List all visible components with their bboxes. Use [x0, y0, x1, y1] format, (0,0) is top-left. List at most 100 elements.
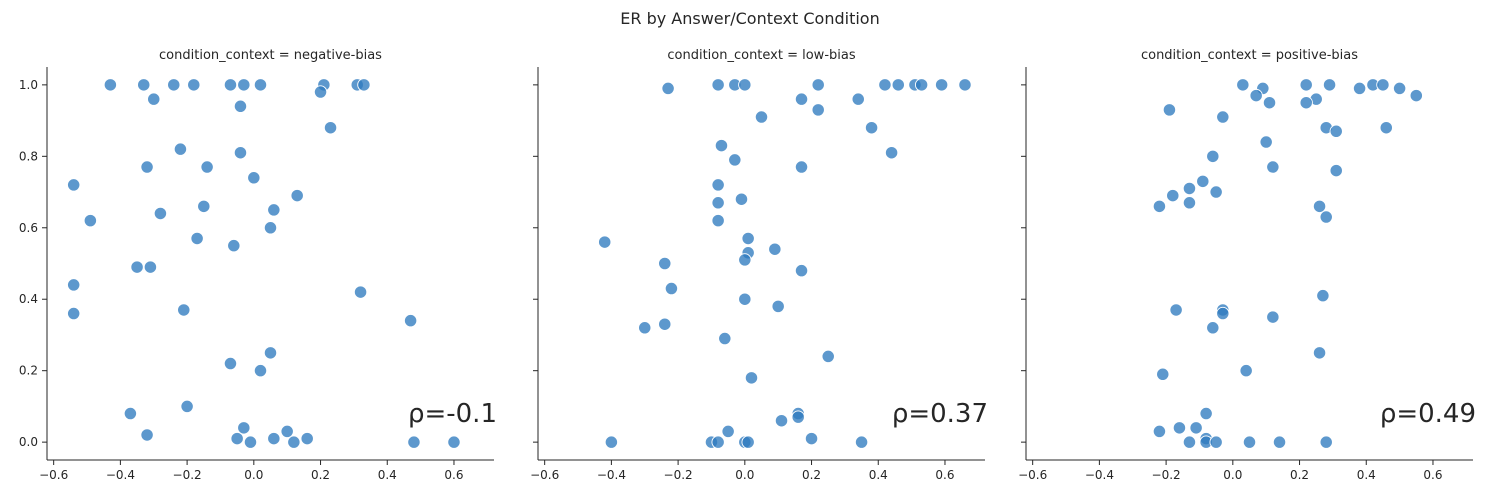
- data-point: [1236, 78, 1250, 92]
- data-point: [407, 435, 421, 449]
- panel-3: condition_context = positive-bias −0.6 −0.…: [1018, 48, 1476, 482]
- data-point: [821, 349, 835, 364]
- x-tick-label: 0.4: [1357, 468, 1376, 482]
- x-tick-label: 0.4: [869, 468, 888, 482]
- y-tick-label: 0.6: [19, 221, 38, 235]
- data-point: [67, 178, 81, 192]
- x-tick-label: −0.2: [1152, 468, 1181, 482]
- panel-title: condition_context = negative-bias: [159, 48, 382, 63]
- x-tick-label: 0.0: [1223, 468, 1242, 482]
- data-point: [1392, 81, 1407, 96]
- data-point: [774, 414, 789, 428]
- data-point: [711, 213, 725, 228]
- data-point: [1272, 435, 1287, 449]
- data-point: [243, 435, 258, 449]
- data-point: [1249, 88, 1263, 103]
- data-point: [1409, 88, 1423, 103]
- data-point: [180, 399, 194, 414]
- chart-title: ER by Answer/Context Condition: [620, 9, 879, 28]
- data-point: [711, 78, 725, 92]
- data-point: [1322, 78, 1337, 92]
- x-tick-label: 0.2: [1290, 468, 1309, 482]
- data-point: [1329, 163, 1343, 178]
- panel-title: condition_context = low-bias: [667, 48, 855, 63]
- data-point: [1329, 124, 1343, 138]
- data-point: [1319, 210, 1333, 224]
- data-point: [1299, 78, 1313, 92]
- y-tick-label: 0.4: [19, 292, 38, 306]
- data-point: [794, 160, 809, 174]
- data-point: [1152, 199, 1167, 213]
- x-tick-label: 0.2: [311, 468, 330, 482]
- data-point: [67, 278, 81, 292]
- data-point: [233, 99, 248, 113]
- data-point: [223, 78, 238, 92]
- data-point: [884, 146, 899, 160]
- data-point: [280, 424, 294, 439]
- y-tick-label: 0.2: [19, 364, 38, 378]
- data-point: [794, 92, 809, 106]
- data-point: [123, 406, 138, 421]
- data-point: [1182, 196, 1197, 210]
- data-point: [598, 235, 612, 249]
- data-point: [658, 317, 672, 331]
- data-point: [130, 260, 144, 274]
- data-point: [804, 431, 819, 446]
- data-point: [1166, 188, 1180, 203]
- data-point: [661, 81, 675, 96]
- data-point: [1312, 199, 1327, 213]
- data-point: [1216, 306, 1230, 321]
- data-point: [1172, 421, 1187, 435]
- data-point: [300, 431, 314, 446]
- data-point: [223, 356, 238, 371]
- data-point: [1262, 96, 1277, 110]
- data-point: [143, 260, 158, 274]
- data-point: [711, 196, 725, 210]
- data-point: [754, 110, 769, 124]
- correlation-annotation: ρ=-0.1: [408, 399, 497, 429]
- data-point: [253, 364, 268, 378]
- data-point: [714, 138, 729, 153]
- data-point: [263, 221, 278, 235]
- data-point: [287, 435, 301, 449]
- data-point: [197, 199, 211, 213]
- data-point: [768, 242, 782, 256]
- x-tick-label: −0.4: [106, 468, 135, 482]
- data-point: [711, 178, 725, 192]
- x-tick-label: −0.4: [597, 468, 626, 482]
- data-point: [1206, 321, 1220, 335]
- x-tick-label: −0.6: [530, 468, 559, 482]
- data-point: [1352, 81, 1367, 96]
- data-point: [1266, 160, 1280, 174]
- panel-title: condition_context = positive-bias: [1141, 48, 1358, 63]
- data-point: [1242, 435, 1257, 449]
- data-point: [1379, 121, 1393, 135]
- data-point: [323, 121, 338, 135]
- data-point: [237, 78, 251, 92]
- data-point: [958, 78, 972, 92]
- y-tick-label: 0.8: [19, 149, 38, 163]
- x-tick-label: −0.6: [1018, 468, 1047, 482]
- x-tick-label: 0.6: [1423, 468, 1442, 482]
- data-point: [147, 92, 161, 106]
- data-point: [1209, 435, 1223, 449]
- data-point: [1319, 435, 1333, 449]
- panels: condition_context = negative-bias −0.6 −0.…: [19, 48, 1476, 482]
- data-point: [1156, 367, 1170, 381]
- data-point: [1376, 78, 1390, 92]
- data-point: [140, 160, 154, 174]
- panel-1: condition_context = negative-bias −0.6 −0.…: [19, 48, 497, 482]
- data-point: [1162, 103, 1177, 117]
- data-point: [313, 85, 328, 99]
- x-tick-label: −0.4: [1085, 468, 1114, 482]
- data-point: [851, 92, 865, 106]
- data-point: [738, 292, 752, 306]
- data-point: [247, 171, 261, 185]
- data-point: [738, 78, 752, 92]
- data-point: [233, 146, 248, 160]
- x-tick-label: −0.6: [39, 468, 68, 482]
- data-point: [878, 78, 892, 92]
- data-point: [267, 431, 281, 446]
